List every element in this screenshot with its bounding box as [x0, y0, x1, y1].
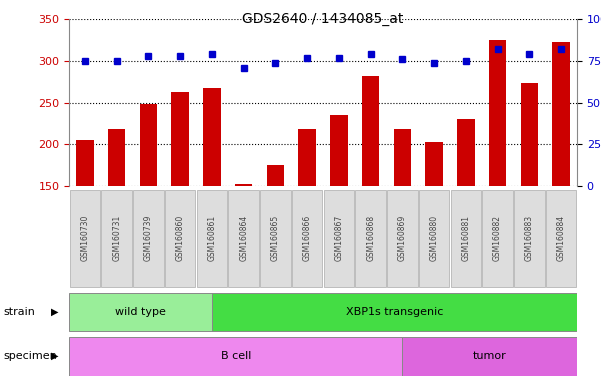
- Text: ▶: ▶: [52, 351, 59, 361]
- Bar: [520, 83, 538, 186]
- FancyBboxPatch shape: [355, 190, 386, 287]
- Text: GSM160868: GSM160868: [366, 215, 375, 261]
- Text: specimen: specimen: [3, 351, 56, 361]
- Bar: [299, 129, 316, 186]
- Text: GSM160865: GSM160865: [271, 215, 280, 261]
- Bar: [108, 129, 126, 186]
- FancyBboxPatch shape: [483, 190, 513, 287]
- Text: GSM160860: GSM160860: [175, 215, 185, 261]
- FancyBboxPatch shape: [212, 293, 577, 331]
- Bar: [457, 119, 475, 186]
- FancyBboxPatch shape: [165, 190, 195, 287]
- Text: strain: strain: [3, 307, 35, 317]
- Text: GSM160867: GSM160867: [334, 215, 343, 261]
- Text: GSM160869: GSM160869: [398, 215, 407, 261]
- Bar: [362, 76, 379, 186]
- FancyBboxPatch shape: [133, 190, 163, 287]
- FancyBboxPatch shape: [197, 190, 227, 287]
- FancyBboxPatch shape: [324, 190, 354, 287]
- Text: GDS2640 / 1434085_at: GDS2640 / 1434085_at: [242, 12, 404, 25]
- Text: GSM160881: GSM160881: [462, 215, 471, 261]
- Text: tumor: tumor: [473, 351, 507, 361]
- Text: wild type: wild type: [115, 307, 166, 317]
- Bar: [140, 104, 157, 186]
- Bar: [489, 40, 506, 186]
- Text: GSM160883: GSM160883: [525, 215, 534, 261]
- Bar: [394, 129, 411, 186]
- Text: GSM160884: GSM160884: [557, 215, 566, 261]
- FancyBboxPatch shape: [403, 337, 577, 376]
- Bar: [330, 115, 347, 186]
- FancyBboxPatch shape: [546, 190, 576, 287]
- FancyBboxPatch shape: [69, 337, 403, 376]
- Text: GSM160739: GSM160739: [144, 215, 153, 261]
- Bar: [426, 142, 443, 186]
- Text: B cell: B cell: [221, 351, 251, 361]
- FancyBboxPatch shape: [514, 190, 545, 287]
- FancyBboxPatch shape: [292, 190, 322, 287]
- Text: GSM160880: GSM160880: [430, 215, 439, 261]
- Bar: [203, 88, 221, 186]
- Text: XBP1s transgenic: XBP1s transgenic: [346, 307, 443, 317]
- FancyBboxPatch shape: [260, 190, 291, 287]
- Bar: [235, 184, 252, 186]
- FancyBboxPatch shape: [419, 190, 450, 287]
- FancyBboxPatch shape: [69, 293, 212, 331]
- Bar: [76, 140, 94, 186]
- Bar: [267, 166, 284, 186]
- Text: ▶: ▶: [52, 307, 59, 317]
- Text: GSM160864: GSM160864: [239, 215, 248, 261]
- FancyBboxPatch shape: [451, 190, 481, 287]
- Text: GSM160731: GSM160731: [112, 215, 121, 261]
- Bar: [171, 92, 189, 186]
- Text: GSM160730: GSM160730: [81, 215, 90, 261]
- Text: GSM160866: GSM160866: [303, 215, 312, 261]
- FancyBboxPatch shape: [228, 190, 259, 287]
- Text: GSM160882: GSM160882: [493, 215, 502, 261]
- FancyBboxPatch shape: [102, 190, 132, 287]
- Text: GSM160861: GSM160861: [207, 215, 216, 261]
- Bar: [552, 42, 570, 186]
- FancyBboxPatch shape: [70, 190, 100, 287]
- FancyBboxPatch shape: [387, 190, 418, 287]
